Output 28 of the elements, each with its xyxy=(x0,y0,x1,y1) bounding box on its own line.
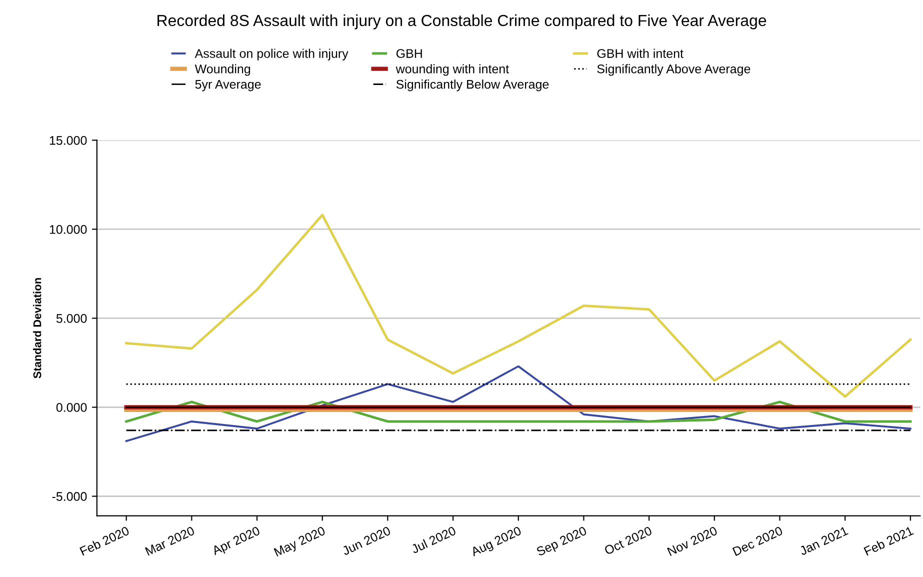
x-tick-label: Dec 2020 xyxy=(732,526,784,556)
legend-label: wounding with intent xyxy=(396,64,510,76)
x-tick-label: May 2020 xyxy=(274,526,327,559)
x-tick-label: Aug 2020 xyxy=(470,526,523,559)
legend-label: GBH with intent xyxy=(597,48,684,58)
y-tick-label: 0.000 xyxy=(56,403,87,412)
y-axis-title: Standard Deviation xyxy=(33,278,42,378)
x-tick-label: Mar 2020 xyxy=(144,526,196,556)
x-tick-label: Jan 2021 xyxy=(798,526,848,556)
x-tick-label: Feb 2021 xyxy=(863,526,914,556)
legend-label: GBH xyxy=(396,49,422,58)
x-tick-label: Nov 2020 xyxy=(666,526,718,556)
x-tick-label: Sep 2020 xyxy=(536,526,588,558)
y-tick-label: 10.000 xyxy=(50,225,87,234)
legend-label: Significantly Above Average xyxy=(597,64,750,76)
y-tick-label: 5.000 xyxy=(56,314,87,323)
x-tick-label: Jun 2020 xyxy=(341,526,392,556)
x-tick-label: Oct 2020 xyxy=(604,526,652,556)
legend-label: Significantly Below Average xyxy=(396,80,549,92)
x-tick-label: Jul 2020 xyxy=(410,526,456,554)
legend-label: Wounding xyxy=(194,64,250,76)
legend-label: Assault on police with injury xyxy=(194,48,348,60)
x-tick-label: Apr 2020 xyxy=(211,526,262,558)
chart-title: Recorded 8S Assault with injury on a Constable Crime compared to Five Year Average xyxy=(158,14,766,30)
legend-label: 5yr Average xyxy=(195,80,261,92)
x-tick-label: Feb 2020 xyxy=(79,526,130,556)
y-tick-label: 15.000 xyxy=(50,136,87,145)
y-tick-label: -5.000 xyxy=(52,492,87,501)
